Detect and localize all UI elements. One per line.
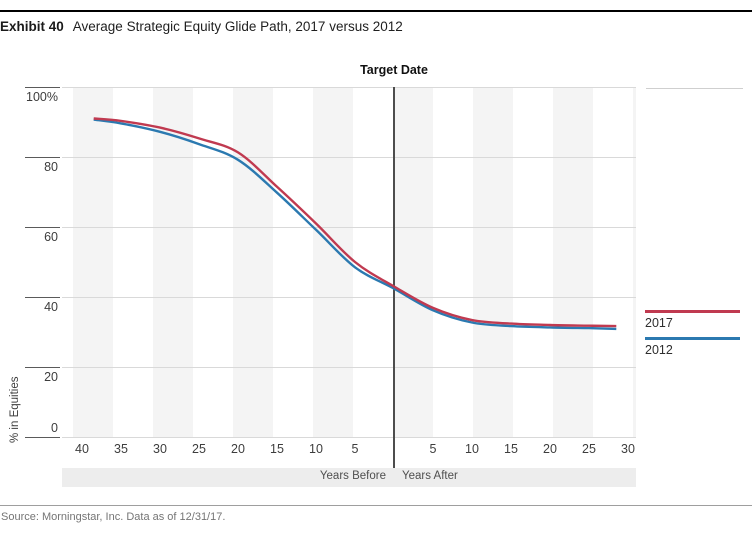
background-stripe [393,87,433,437]
x-tick-label: 25 [192,442,206,456]
y-tick-mark [25,297,60,298]
target-date-label: Target Date [360,63,428,77]
gridline [62,367,636,368]
y-tick-label: 40 [44,300,58,314]
legend: 2017 2012 [645,310,745,364]
y-tick-mark [25,367,60,368]
legend-label: 2017 [645,316,673,330]
source-note: Source: Morningstar, Inc. Data as of 12/… [1,511,226,523]
x-tick-label: 30 [153,442,167,456]
x-tick-label: 40 [75,442,89,456]
legend-label: 2012 [645,343,673,357]
legend-top-rule [646,88,743,89]
y-tick-label: 20 [44,370,58,384]
x-axis-subtitle-band [62,468,636,487]
background-stripe [233,87,273,437]
y-tick-label: 60 [44,230,58,244]
x-tick-label: 20 [543,442,557,456]
y-tick-label: 0 [51,421,58,435]
x-tick-label: 20 [231,442,245,456]
legend-line-swatch [645,310,740,313]
years-before-label: Years Before [319,470,386,482]
target-date-line [393,87,395,487]
y-tick-mark [25,157,60,158]
exhibit-number: Exhibit 40 [0,19,64,34]
gridline [62,87,636,88]
y-tick-mark [25,437,60,438]
background-stripe [633,87,636,437]
y-tick-mark [25,227,60,228]
gridline [62,157,636,158]
gridline [62,437,636,438]
exhibit-subtitle: Average Strategic Equity Glide Path, 201… [72,19,403,34]
footer-rule [0,505,752,506]
x-tick-label: 5 [429,442,437,456]
gridline [62,227,636,228]
y-tick-mark [25,87,60,88]
x-tick-label: 5 [351,442,359,456]
y-tick-label: 80 [44,160,58,174]
background-stripe [553,87,593,437]
x-tick-label: 15 [270,442,284,456]
background-stripe [473,87,513,437]
x-tick-label: 35 [114,442,128,456]
x-tick-label: 30 [621,442,635,456]
x-tick-label: 10 [465,442,479,456]
exhibit-title: Exhibit 40 Average Strategic Equity Glide… [0,19,752,34]
x-tick-label: 10 [309,442,323,456]
gridline [62,297,636,298]
x-tick-label: 25 [582,442,596,456]
y-axis-title: % in Equities [9,376,21,443]
background-stripe [73,87,113,437]
y-tick-label: 100% [26,90,58,104]
background-stripe [313,87,353,437]
legend-item: 2017 [645,310,745,330]
background-stripe [153,87,193,437]
x-tick-label: 15 [504,442,518,456]
legend-item: 2012 [645,337,745,357]
years-after-label: Years After [402,470,458,482]
legend-line-swatch [645,337,740,340]
top-rule [0,10,752,12]
